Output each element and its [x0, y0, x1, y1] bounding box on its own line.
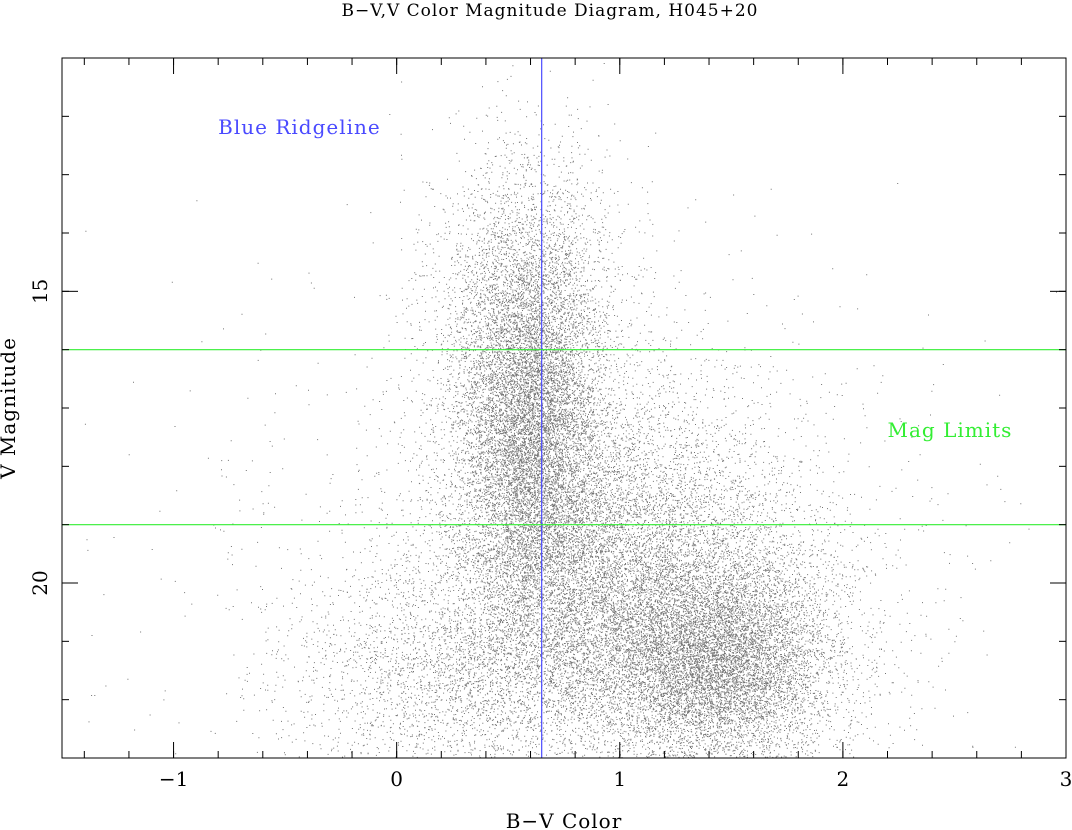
x-tick-label: 1	[613, 767, 626, 791]
reference-line-label-0: Blue Ridgeline	[218, 115, 381, 139]
x-tick-label: 0	[390, 767, 403, 791]
x-tick-label: 2	[837, 767, 850, 791]
y-tick-label: 15	[28, 279, 52, 304]
x-axis-ticks: −1 0 1 2 3	[83, 58, 1072, 791]
y-axis-label: V Magnitude	[0, 337, 20, 480]
chart-title: B−V,V Color Magnitude Diagram, H045+20	[342, 1, 759, 21]
x-tick-label: 3	[1060, 767, 1072, 791]
reference-lines: Blue Ridgeline Mag Limits	[62, 58, 1066, 758]
scatter-point-cloud	[84, 63, 1057, 758]
reference-line-label-2: Mag Limits	[888, 418, 1013, 442]
x-tick-label: −1	[159, 767, 188, 791]
scatter-points	[84, 63, 1057, 758]
y-tick-label: 20	[28, 570, 52, 595]
x-axis-label: B−V Color	[506, 809, 623, 830]
